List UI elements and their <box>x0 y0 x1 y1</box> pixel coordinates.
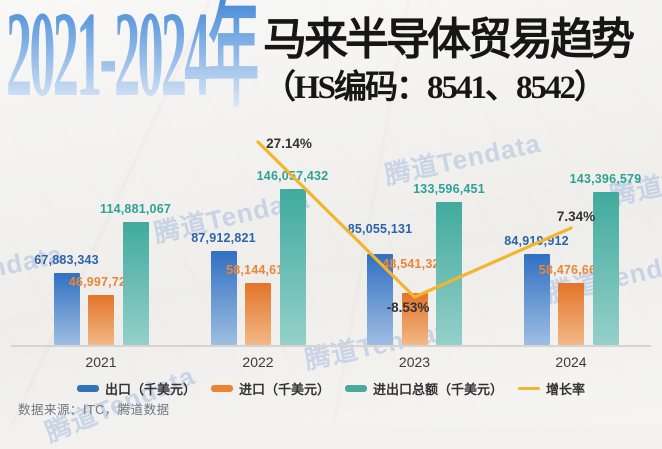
bar-total-2023 <box>436 202 462 346</box>
growth-label-2024: 7.34% <box>556 209 596 224</box>
legend-item-import: 进口（千美元） <box>210 379 330 398</box>
value-label-total-2023: 133,596,451 <box>413 182 485 197</box>
legend-label-total: 进出口总额（千美元） <box>373 382 504 397</box>
value-label-export-2024: 84,919,912 <box>504 234 569 249</box>
growth-label-2022: 27.14% <box>266 136 312 151</box>
legend-swatch-total <box>345 385 367 392</box>
value-label-export-2023: 85,055,131 <box>347 222 413 237</box>
x-tick-2022: 2022 <box>242 354 274 370</box>
bar-export-2022 <box>210 251 237 346</box>
x-tick-2021: 2021 <box>85 354 117 370</box>
legend-swatch-import <box>210 385 233 392</box>
chart-plot-area: 67,883,343 87,912,821 85,055,131 84,919,912… <box>11 136 651 370</box>
growth-label-2023: -8.53% <box>386 300 430 315</box>
legend-item-growth: 增长率 <box>518 379 585 398</box>
value-label-total-2022: 146,057,432 <box>256 168 329 183</box>
page-subtitle: （HS编码：8541、8542） <box>263 69 607 106</box>
legend-item-export: 出口（千美元） <box>76 379 196 398</box>
value-label-total-2024: 143,396,579 <box>569 171 642 186</box>
title-block: 马来半导体贸易趋势 （HS编码：8541、8542） <box>263 14 635 106</box>
x-tick-2023: 2023 <box>398 354 431 370</box>
x-axis-line <box>11 345 651 347</box>
bar-total-2022 <box>279 188 306 346</box>
bar-total-2024 <box>592 191 619 346</box>
bar-total-2021 <box>122 222 149 346</box>
value-label-export-2022: 87,912,821 <box>191 231 256 246</box>
legend-item-total: 进出口总额（千美元） <box>345 379 503 398</box>
title-year-range: 2021-2024年 <box>6 0 260 116</box>
bar-import-2021 <box>88 295 114 346</box>
legend-swatch-export <box>76 385 99 392</box>
bar-export-2021 <box>53 272 80 346</box>
value-label-export-2021: 67,883,343 <box>34 252 99 267</box>
data-source-note: 数据来源：ITC，腾道数据 <box>18 403 170 417</box>
legend-label-import: 进口（千美元） <box>238 382 330 397</box>
bar-import-2022 <box>245 283 271 346</box>
legend-label-growth: 增长率 <box>546 382 586 397</box>
page-title: 马来半导体贸易趋势 <box>263 15 635 64</box>
value-label-total-2021: 114,881,067 <box>99 202 172 217</box>
bar-import-2023 <box>401 293 428 346</box>
bar-import-2024 <box>558 282 584 346</box>
value-label-import-2021: 46,997,724 <box>68 275 134 290</box>
legend-label-export: 出口（千美元） <box>104 382 196 397</box>
legend-swatch-growth <box>518 386 541 391</box>
x-tick-2024: 2024 <box>555 354 587 370</box>
chart-legend: 出口（千美元） 进口（千美元） 进出口总额（千美元） 增长率 <box>0 379 662 398</box>
